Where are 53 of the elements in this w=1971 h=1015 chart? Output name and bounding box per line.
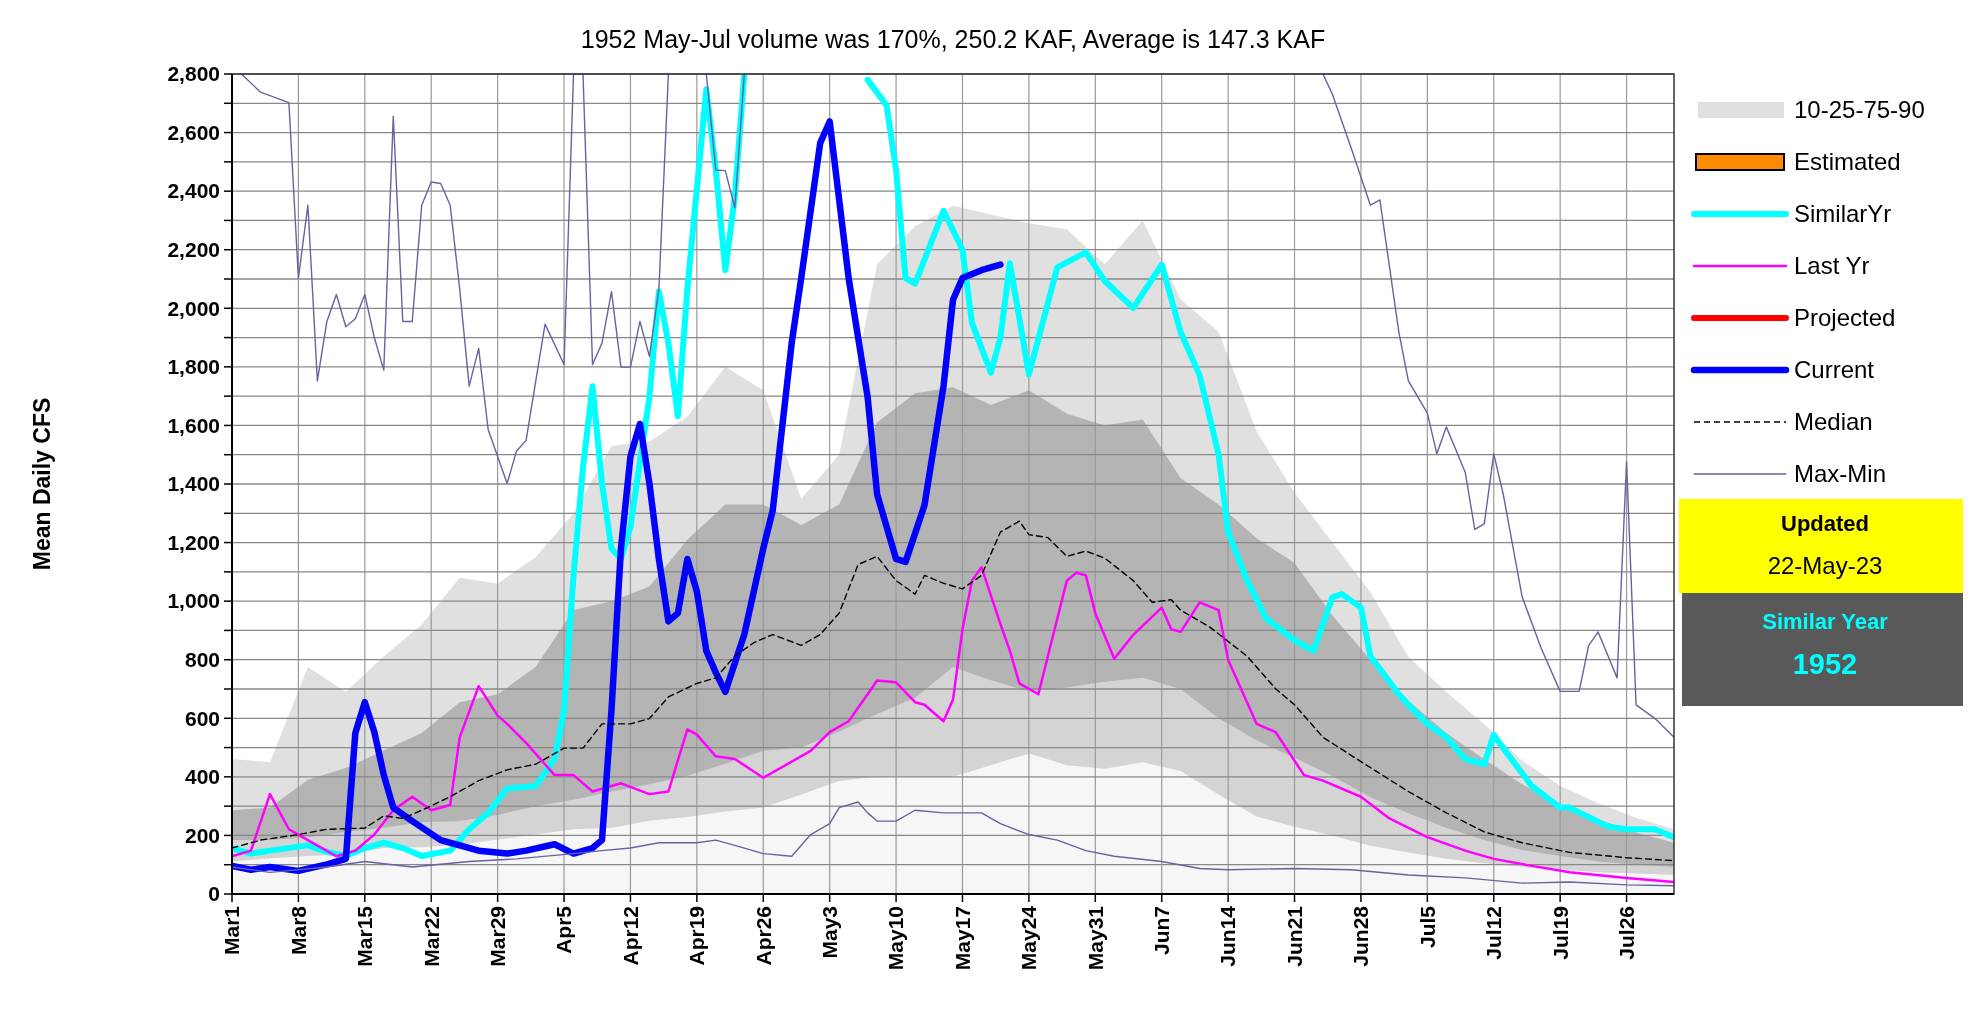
line-series (232, 565, 1674, 884)
x-tick-label: Jun21 (1282, 905, 1306, 967)
x-tick-label: Apr12 (618, 906, 642, 966)
y-tick-label: 0 (208, 882, 220, 906)
legend-label: Last Yr (1794, 252, 1870, 280)
x-tick-label: May10 (884, 906, 908, 971)
y-tick-label: 1,800 (167, 355, 220, 379)
x-tick-label: Mar29 (485, 906, 509, 967)
y-tick-label: 800 (184, 648, 220, 672)
y-tick-label: 2,000 (167, 296, 220, 320)
x-tick-label: May3 (818, 906, 842, 959)
y-tick-label: 200 (184, 823, 220, 847)
x-tick-label: Apr19 (685, 906, 709, 966)
y-tick-label: 1,600 (167, 413, 220, 437)
x-tick-label: Jul19 (1548, 906, 1572, 960)
y-tick-label: 2,600 (167, 120, 220, 144)
x-tick-label: May31 (1083, 905, 1107, 971)
x-tick-label: Jul12 (1482, 906, 1506, 960)
x-tick-label: Jun14 (1216, 905, 1240, 967)
x-tick-label: Apr26 (751, 906, 775, 966)
text: 22-May-23 (1767, 552, 1883, 579)
x-tick-label: May24 (1017, 905, 1041, 971)
legend-label: SimilarYr (1794, 200, 1892, 228)
legend-label: Estimated (1794, 148, 1901, 176)
text: Updated (1781, 511, 1869, 536)
text: 1952 (1792, 648, 1858, 680)
x-tick-label: Mar8 (286, 905, 310, 956)
y-axis-title: Mean Daily CFS (29, 397, 55, 571)
x-tick-label: Mar22 (419, 906, 443, 967)
chart-title: 1952 May-Jul volume was 170%, 250.2 KAF, Average is 147.3 KAF (580, 25, 1326, 53)
x-tick-label: Jun7 (1150, 906, 1174, 956)
legend-label: 10-25-75-90 (1794, 96, 1925, 124)
line-series (232, 801, 1674, 887)
y-tick-label: 2,800 (167, 62, 220, 86)
y-tick-label: 1,000 (167, 589, 220, 613)
y-tick-label: 600 (184, 706, 220, 730)
y-tick-label: 1,400 (167, 472, 220, 496)
x-tick-label: Jul5 (1415, 905, 1439, 949)
x-tick-label: Mar1 (220, 905, 244, 956)
legend-label: Median (1794, 408, 1873, 436)
x-tick-label: Mar15 (353, 905, 377, 967)
y-tick-label: 400 (184, 765, 220, 789)
legend-label: Projected (1794, 304, 1896, 332)
y-tick-label: 2,200 (167, 238, 220, 262)
x-tick-label: May17 (950, 906, 974, 971)
x-tick-label: Jul26 (1614, 906, 1638, 960)
y-tick-label: 1,200 (167, 530, 220, 554)
x-tick-label: Jun28 (1349, 905, 1373, 967)
x-tick-label: Apr5 (552, 905, 576, 954)
legend-label: Max-Min (1794, 460, 1887, 488)
legend-label: Current (1794, 356, 1875, 384)
text: Similar Year (1762, 609, 1889, 634)
y-tick-label: 2,400 (167, 179, 220, 203)
